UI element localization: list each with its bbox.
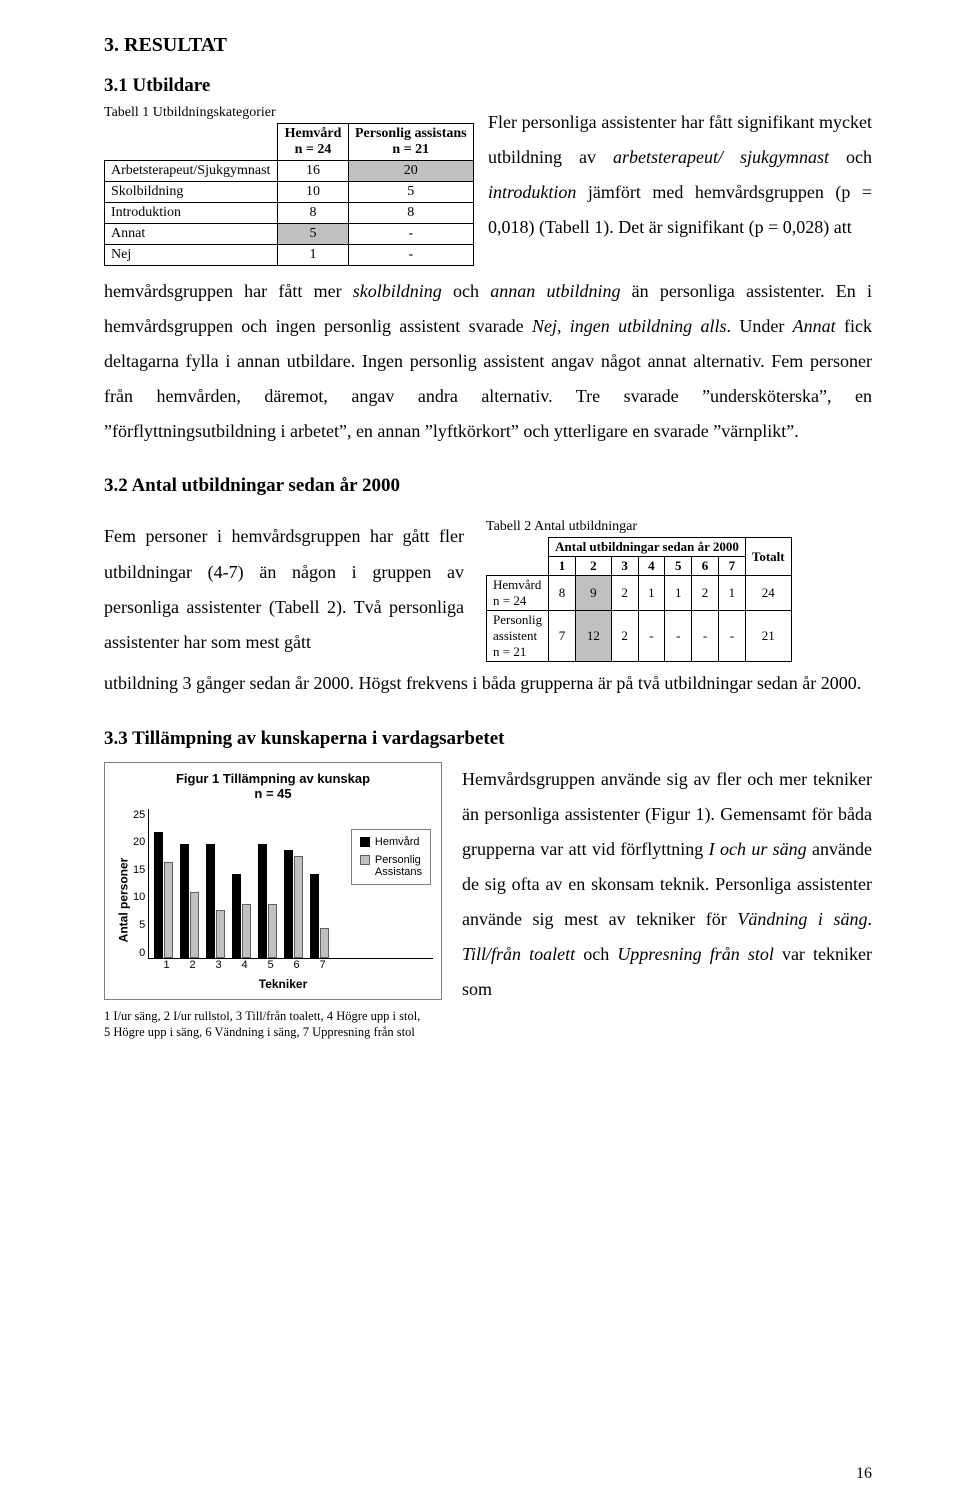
table-row: Introduktion88 — [105, 203, 474, 224]
table-1-block: Tabell 1 Utbildningskategorier Hemvård n… — [104, 105, 474, 266]
table-row: Arbetsterapeut/Sjukgymnast1620 — [105, 161, 474, 182]
chart-legend: Hemvård Personlig Assistans — [351, 829, 431, 885]
table-row: Skolbildning105 — [105, 182, 474, 203]
section-heading: 3. RESULTAT — [104, 34, 872, 57]
table-row: Nej1- — [105, 245, 474, 266]
page-number: 16 — [856, 1465, 872, 1483]
table-2-caption: Tabell 2 Antal utbildningar — [486, 519, 872, 535]
chart-xlabel: Tekniker — [133, 977, 433, 991]
para-3-2-left: Fem personer i hemvårdsgruppen har gått … — [104, 519, 464, 662]
chart-ylabel: Antal personer — [116, 857, 130, 942]
table-1-col-b: Personlig assistans n = 21 — [348, 124, 473, 161]
chart-footnote: 1 I/ur säng, 2 I/ur rullstol, 3 Till/frå… — [104, 1008, 442, 1042]
chart-yticks: 2520151050 — [133, 809, 148, 959]
subsection-3-1-heading: 3.1 Utbildare — [104, 75, 872, 97]
chart-xticks: 1234567 — [133, 959, 433, 971]
subsection-3-2-heading: 3.2 Antal utbildningar sedan år 2000 — [104, 475, 872, 497]
legend-swatch-a — [360, 837, 370, 847]
legend-label-a: Hemvård — [375, 836, 420, 848]
para-3-3-right: Hemvårdsgruppen använde sig av fler och … — [462, 762, 872, 1042]
table-row: Annat5- — [105, 224, 474, 245]
table-1: Hemvård n = 24 Personlig assistans n = 2… — [104, 123, 474, 266]
table-2-total-label: Totalt — [745, 538, 791, 576]
table-2-block: Tabell 2 Antal utbildningar Antal utbild… — [486, 519, 872, 662]
table-2: Antal utbildningar sedan år 2000 Totalt … — [486, 537, 792, 662]
para-3-2-tail: utbildning 3 gånger sedan år 2000. Högst… — [104, 666, 872, 701]
legend-label-b: Personlig Assistans — [375, 854, 422, 878]
para-3-1: hemvårdsgruppen har fått mer skolbildnin… — [104, 274, 872, 449]
table-2-span-label: Antal utbildningar sedan år 2000 — [549, 538, 746, 557]
figure-1-chart: Figur 1 Tillämpning av kunskap n = 45 An… — [104, 762, 442, 1000]
legend-swatch-b — [360, 855, 370, 865]
side-text-3-1: Fler personliga assistenter har fått sig… — [488, 105, 872, 266]
table-1-caption: Tabell 1 Utbildningskategorier — [104, 105, 474, 121]
subsection-3-3-heading: 3.3 Tillämpning av kunskaperna i vardags… — [104, 728, 872, 750]
table-1-col-a: Hemvård n = 24 — [278, 124, 348, 161]
chart-title: Figur 1 Tillämpning av kunskap n = 45 — [113, 771, 433, 801]
